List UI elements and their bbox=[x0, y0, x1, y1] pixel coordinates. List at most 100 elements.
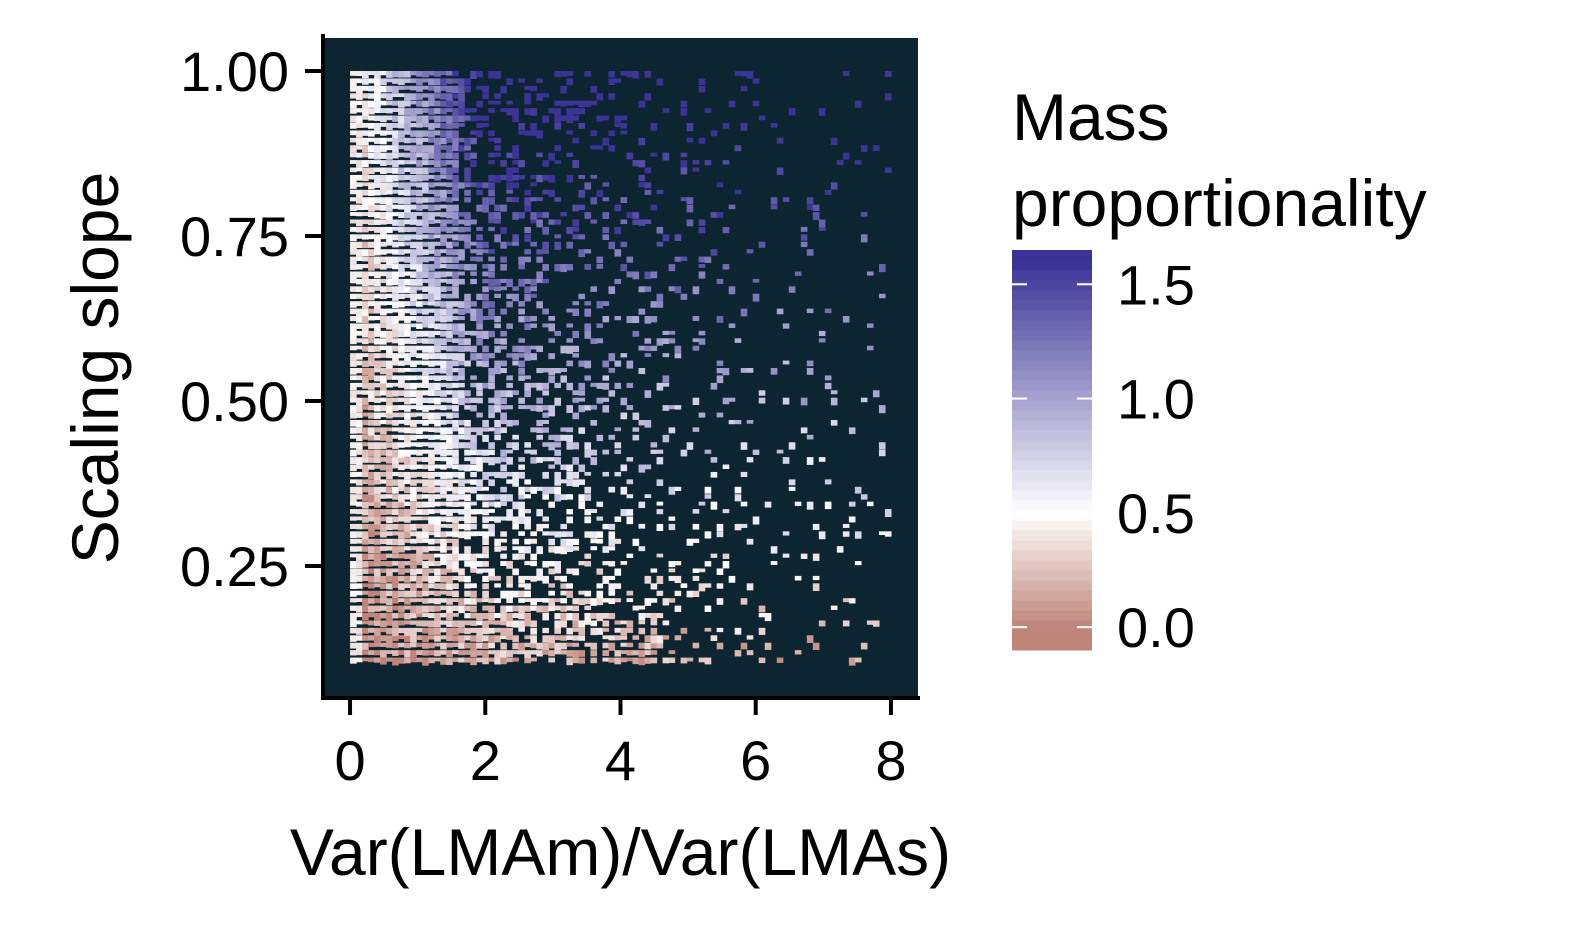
heatmap-cell bbox=[566, 78, 574, 86]
heatmap-cell bbox=[392, 368, 399, 373]
heatmap-cell bbox=[746, 635, 754, 640]
heatmap-cell bbox=[524, 286, 531, 294]
heatmap-cell bbox=[590, 219, 598, 224]
heatmap-cell bbox=[386, 316, 393, 324]
heatmap-cell bbox=[716, 368, 724, 374]
heatmap-cell bbox=[662, 382, 670, 387]
heatmap-cell bbox=[440, 167, 447, 175]
heatmap-cell bbox=[536, 523, 543, 532]
heatmap-cell bbox=[404, 152, 411, 158]
heatmap-cell bbox=[446, 583, 453, 590]
heatmap-cell bbox=[740, 85, 748, 92]
heatmap-cell bbox=[458, 516, 465, 522]
heatmap-cell bbox=[512, 568, 519, 576]
heatmap-cell bbox=[494, 598, 501, 603]
heatmap-cell bbox=[440, 71, 447, 76]
heatmap-cell bbox=[434, 241, 441, 246]
heatmap-cell bbox=[446, 160, 453, 165]
heatmap-cell bbox=[440, 78, 447, 86]
heatmap-cell bbox=[470, 509, 477, 515]
heatmap-cell bbox=[434, 271, 441, 279]
heatmap-cell bbox=[440, 412, 447, 417]
heatmap-cell bbox=[578, 382, 586, 391]
heatmap-cell bbox=[374, 531, 381, 536]
heatmap-cell bbox=[536, 278, 543, 283]
heatmap-cell bbox=[686, 538, 694, 546]
heatmap-cell bbox=[422, 323, 429, 328]
heatmap-cell bbox=[536, 575, 543, 581]
heatmap-cell bbox=[392, 316, 399, 324]
heatmap-cell bbox=[416, 108, 423, 115]
heatmap-cell bbox=[638, 546, 646, 552]
heatmap-cell bbox=[608, 657, 616, 663]
heatmap-cell bbox=[584, 642, 592, 647]
heatmap-cell bbox=[458, 650, 465, 656]
heatmap-cell bbox=[644, 613, 652, 618]
heatmap-cell bbox=[452, 249, 459, 256]
heatmap-cell bbox=[764, 642, 772, 650]
heatmap-cell bbox=[416, 197, 423, 204]
heatmap-cell bbox=[410, 531, 417, 537]
heatmap-cell bbox=[452, 509, 459, 513]
heatmap-cell bbox=[530, 538, 537, 544]
heatmap-cell bbox=[458, 427, 465, 435]
heatmap-cell bbox=[368, 249, 375, 257]
heatmap-cell bbox=[428, 93, 435, 101]
heatmap-cell bbox=[596, 189, 604, 197]
heatmap-cell bbox=[428, 78, 435, 86]
heatmap-cell bbox=[668, 516, 676, 521]
heatmap-cell bbox=[614, 449, 622, 455]
heatmap-cell bbox=[398, 278, 405, 287]
heatmap-cell bbox=[710, 249, 718, 256]
heatmap-cell bbox=[416, 264, 423, 272]
heatmap-cell bbox=[404, 78, 411, 83]
heatmap-cell bbox=[644, 657, 652, 664]
heatmap-cell bbox=[428, 278, 435, 287]
heatmap-cell bbox=[668, 330, 676, 335]
heatmap-cell bbox=[578, 108, 586, 115]
heatmap-cell bbox=[392, 561, 399, 566]
heatmap-cell bbox=[566, 546, 574, 553]
heatmap-cell bbox=[380, 434, 387, 441]
heatmap-cell bbox=[368, 390, 375, 399]
heatmap-cell bbox=[488, 457, 495, 466]
heatmap-cell bbox=[608, 353, 616, 362]
heatmap-cell bbox=[398, 531, 405, 539]
heatmap-cell bbox=[668, 405, 676, 410]
heatmap-cell bbox=[398, 160, 405, 165]
heatmap-cell bbox=[542, 523, 549, 529]
heatmap-cell bbox=[518, 397, 525, 404]
heatmap-cell bbox=[476, 382, 483, 391]
heatmap-cell bbox=[698, 137, 706, 144]
heatmap-cell bbox=[380, 308, 387, 316]
heatmap-cell bbox=[524, 189, 531, 196]
heatmap-cell bbox=[464, 449, 471, 456]
heatmap-cell bbox=[368, 160, 375, 164]
heatmap-cell bbox=[548, 442, 555, 451]
heatmap-cell bbox=[380, 145, 387, 152]
heatmap-cell bbox=[446, 271, 453, 277]
heatmap-cell bbox=[434, 449, 441, 455]
heatmap-cell bbox=[542, 264, 549, 271]
heatmap-cell bbox=[884, 531, 892, 537]
heatmap-cell bbox=[416, 553, 423, 562]
heatmap-cell bbox=[440, 546, 447, 553]
heatmap-cell bbox=[362, 241, 369, 249]
heatmap-cell bbox=[626, 650, 634, 656]
heatmap-cell bbox=[446, 419, 453, 424]
heatmap-cell bbox=[440, 271, 447, 278]
heatmap-cell bbox=[368, 620, 375, 626]
heatmap-cell bbox=[392, 390, 399, 397]
heatmap-cell bbox=[416, 464, 423, 469]
heatmap-cell bbox=[356, 219, 363, 227]
heatmap-cell bbox=[446, 546, 453, 551]
heatmap-cell bbox=[602, 360, 610, 368]
heatmap-cell bbox=[704, 108, 712, 113]
heatmap-cell bbox=[674, 345, 682, 353]
heatmap-cell bbox=[410, 85, 417, 91]
heatmap-cell bbox=[536, 486, 543, 491]
heatmap-cell bbox=[386, 382, 393, 388]
heatmap-cell bbox=[716, 278, 724, 285]
heatmap-cell bbox=[566, 613, 574, 621]
heatmap-cell bbox=[500, 627, 507, 636]
